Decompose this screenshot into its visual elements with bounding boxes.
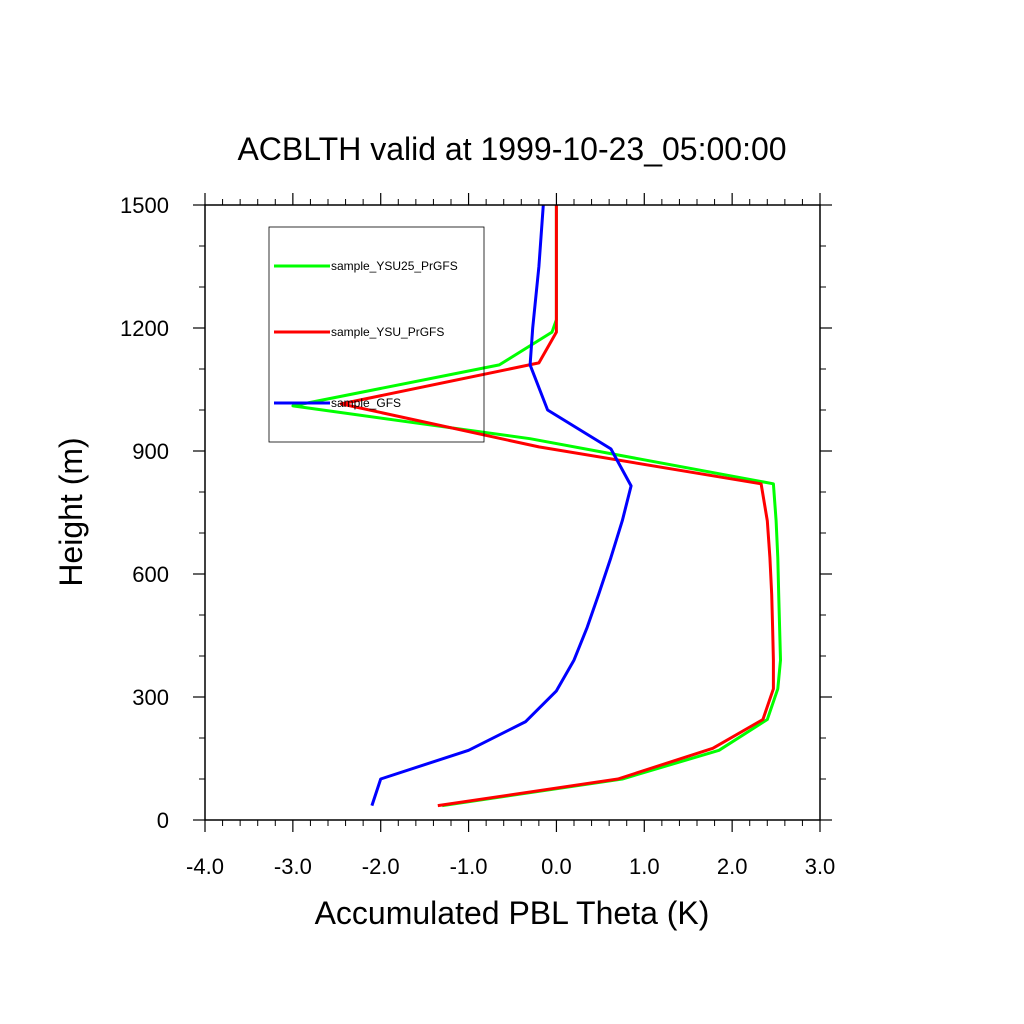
x-tick-label: 3.0: [805, 854, 836, 879]
chart-title: ACBLTH valid at 1999-10-23_05:00:00: [237, 131, 786, 167]
y-tick-label: 900: [132, 439, 169, 464]
y-tick-label: 1200: [120, 316, 169, 341]
y-tick-label: 300: [132, 685, 169, 710]
series-line-sample_YSU_PrGFS: [339, 205, 775, 808]
x-tick-label: -4.0: [186, 854, 224, 879]
series-line-sample_GFS: [370, 204, 633, 807]
plot-frame: [204, 204, 821, 821]
legend-label: sample_GFS: [331, 396, 401, 410]
y-tick-label: 1500: [120, 193, 169, 218]
x-axis-label: Accumulated PBL Theta (K): [315, 895, 710, 931]
y-tick-label: 0: [157, 808, 169, 833]
series-line-sample_YSU25_PrGFS: [291, 205, 782, 808]
x-tick-label: -3.0: [274, 854, 312, 879]
y-axis-label: Height (m): [53, 437, 89, 586]
legend-label: sample_YSU_PrGFS: [331, 325, 444, 339]
y-tick-label: 600: [132, 562, 169, 587]
plot-area: -4.0 -3.0 -2.0 -1.0 0.0 1.0 2.0 3.0 0 300 600 900 12…: [120, 193, 835, 879]
legend-label: sample_YSU25_PrGFS: [331, 259, 458, 273]
x-tick-label: -2.0: [362, 854, 400, 879]
legend-box: [268, 226, 485, 443]
legend: sample_YSU25_PrGFS sample_YSU_PrGFSsample…: [268, 226, 485, 443]
x-tick-label: -1.0: [450, 854, 488, 879]
x-tick-label: 2.0: [717, 854, 748, 879]
x-tick-label: 0.0: [541, 854, 572, 879]
x-tick-label: 1.0: [629, 854, 660, 879]
